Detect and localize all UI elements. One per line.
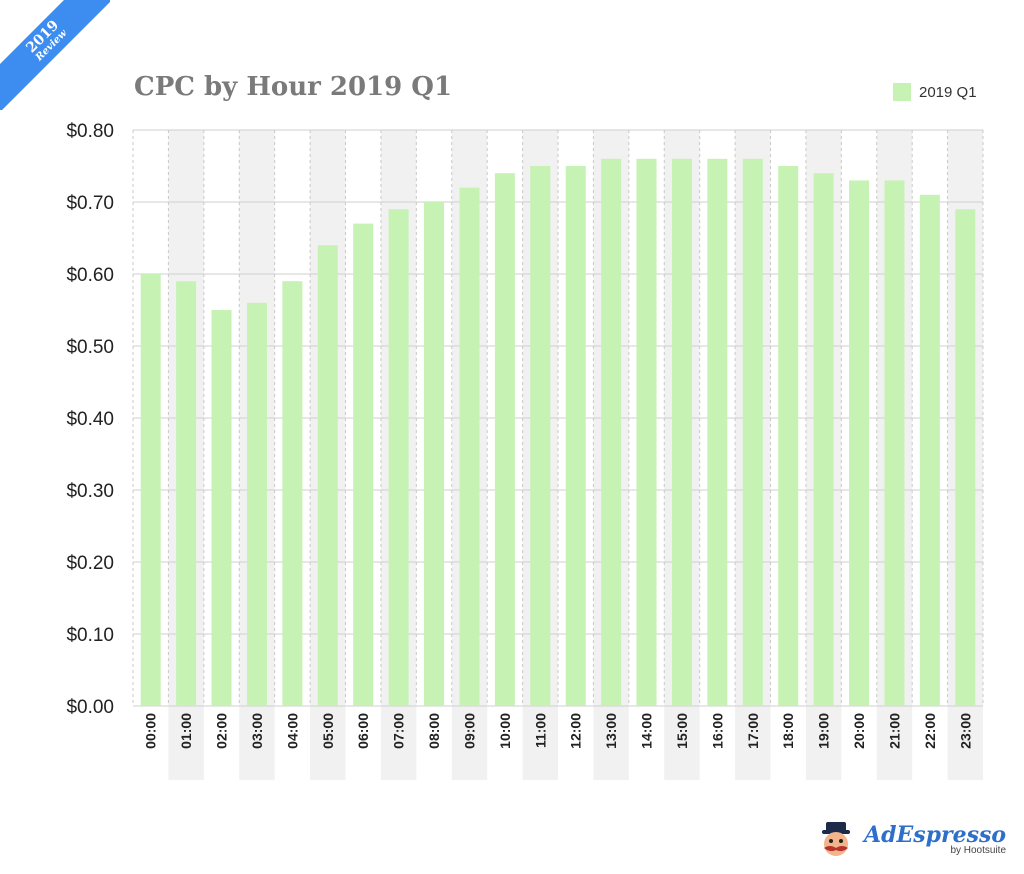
x-tick-label: 10:00 [497, 713, 513, 749]
chart-title: CPC by Hour 2019 Q1 [134, 72, 453, 102]
bar [494, 173, 515, 706]
bar [282, 281, 303, 706]
x-tick-label: 07:00 [391, 713, 407, 749]
x-tick-label: 09:00 [461, 713, 477, 749]
bar [601, 158, 622, 707]
mascot-icon [822, 822, 850, 856]
x-tick-label: 04:00 [284, 713, 300, 749]
brand-sub: by Hootsuite [950, 845, 1007, 856]
bar [707, 158, 728, 707]
legend-label: 2019 Q1 [919, 83, 977, 101]
bar [424, 202, 445, 706]
bar [919, 194, 940, 707]
y-tick-label: $0.00 [66, 697, 114, 718]
bar [459, 187, 480, 707]
x-tick-label: 13:00 [603, 713, 619, 749]
x-tick-label: 23:00 [957, 713, 973, 749]
y-tick-label: $0.70 [66, 193, 114, 214]
x-tick-label: 15:00 [674, 713, 690, 749]
y-tick-label: $0.60 [66, 265, 114, 286]
bar [671, 158, 692, 707]
x-tick-label: 06:00 [355, 713, 371, 749]
bar [176, 281, 197, 706]
bar [565, 166, 586, 706]
bar [884, 180, 905, 706]
bar [849, 180, 870, 706]
bar [813, 173, 834, 706]
bar [530, 166, 551, 706]
bar [353, 223, 374, 706]
x-tick-label: 01:00 [178, 713, 194, 749]
x-tick-label: 12:00 [568, 713, 584, 749]
y-tick-label: $0.80 [66, 121, 114, 142]
x-tick-label: 16:00 [709, 713, 725, 749]
bar [211, 310, 232, 706]
bar [955, 209, 976, 706]
y-tick-label: $0.20 [66, 553, 114, 574]
x-tick-label: 17:00 [745, 713, 761, 749]
y-tick-label: $0.30 [66, 481, 114, 502]
x-tick-label: 05:00 [320, 713, 336, 749]
x-tick-label: 18:00 [780, 713, 796, 749]
x-tick-label: 11:00 [532, 713, 548, 748]
x-tick-label: 20:00 [851, 713, 867, 749]
bar [636, 158, 657, 707]
bar [388, 209, 409, 706]
bar [140, 274, 161, 706]
x-tick-label: 21:00 [886, 713, 902, 749]
y-tick-label: $0.10 [66, 625, 114, 646]
x-tick-label: 03:00 [249, 713, 265, 749]
brand-logo: AdEspresso by Hootsuite [816, 820, 1006, 860]
x-tick-label: 00:00 [143, 713, 159, 749]
x-tick-label: 02:00 [214, 713, 230, 749]
chart-legend: 2019 Q1 [893, 83, 977, 101]
x-tick-label: 14:00 [639, 713, 655, 749]
x-tick-label: 22:00 [922, 713, 938, 749]
bar [742, 158, 763, 707]
legend-swatch [893, 83, 911, 101]
y-tick-label: $0.50 [66, 337, 114, 358]
x-tick-label: 08:00 [426, 713, 442, 749]
brand-name: AdEspresso [864, 822, 1007, 848]
bar [317, 245, 338, 706]
bar [778, 166, 799, 706]
x-tick-label: 19:00 [816, 713, 832, 749]
y-tick-label: $0.40 [66, 409, 114, 430]
bar [246, 302, 267, 706]
